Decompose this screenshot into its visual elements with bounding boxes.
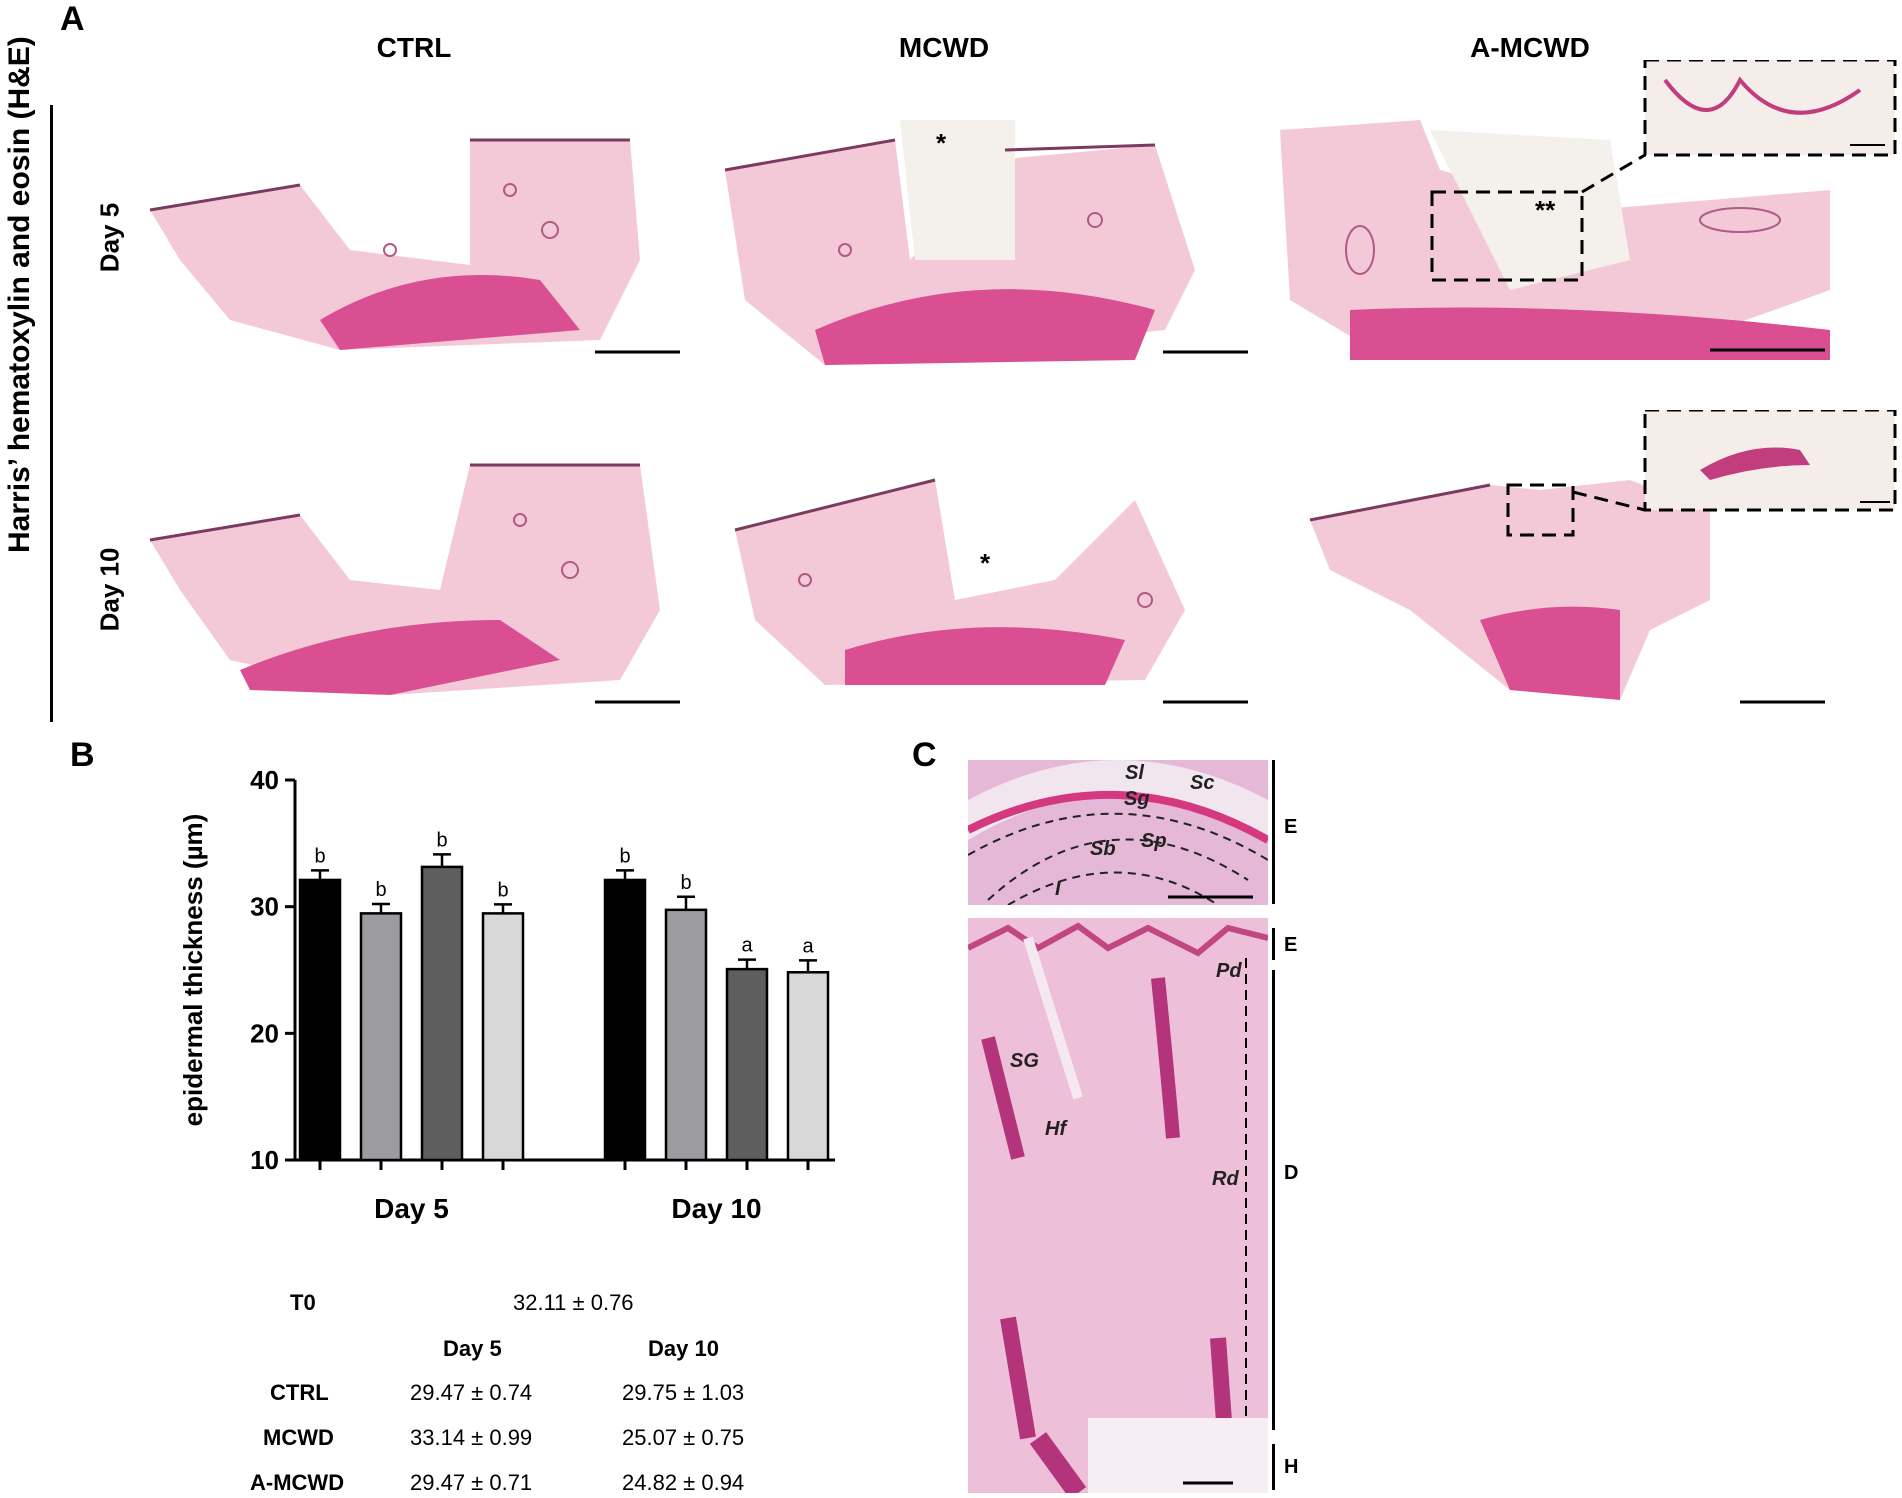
y-tick-label: 20	[250, 1018, 279, 1048]
y-tick-label: 40	[250, 765, 279, 795]
asterisk-amcwd-day5: **	[1535, 195, 1556, 225]
bracket-label-epidermis-top: E	[1284, 816, 1298, 838]
asterisk-mcwd-day10: *	[980, 548, 991, 578]
histology-ctrl-day10	[149, 463, 680, 704]
histology-ctrl-day5	[149, 138, 680, 354]
histology-amcwd-day5	[1280, 60, 1897, 360]
column-header-ctrl: CTRL	[376, 32, 452, 63]
label-interface: I	[1055, 878, 1061, 900]
bar	[603, 878, 647, 1162]
histology-skin-section-detail	[968, 918, 1268, 1493]
table-t0-label: T0	[290, 1290, 316, 1315]
y-tick-label: 30	[250, 892, 279, 922]
table-header-day5: Day 5	[443, 1336, 502, 1361]
table-row-label: MCWD	[263, 1425, 334, 1450]
histology-amcwd-day10	[1309, 410, 1897, 704]
side-divider-line	[50, 105, 53, 722]
histology-epidermis-detail	[968, 760, 1268, 905]
significance-letter: b	[680, 872, 691, 894]
bar	[725, 967, 769, 1162]
label-stratum-lucidum: Sl	[1125, 762, 1144, 784]
table-row-label: A-MCWD	[250, 1470, 345, 1495]
bracket-label-hypodermis: H	[1284, 1456, 1299, 1478]
table-cell: 29.47 ± 0.71	[410, 1470, 533, 1495]
histology-mcwd-day10	[734, 478, 1248, 704]
stain-side-label: Harris’ hematoxylin and eosin (H&E)	[3, 36, 36, 553]
table-cell: 24.82 ± 0.94	[622, 1470, 745, 1495]
table-cell: 25.07 ± 0.75	[622, 1425, 745, 1450]
table-cell: 29.75 ± 1.03	[622, 1380, 745, 1405]
x-category-label: Day 10	[671, 1193, 761, 1224]
table-cell: 29.47 ± 0.74	[410, 1380, 533, 1405]
column-header-amcwd: A-MCWD	[1470, 32, 1590, 63]
bracket-label-dermis: D	[1284, 1162, 1299, 1184]
y-axis-label: epidermal thickness (µm)	[178, 814, 208, 1127]
panel-b-letter: B	[70, 736, 95, 774]
panel-a-letter: A	[60, 0, 85, 38]
table-row-label: CTRL	[270, 1380, 329, 1405]
table-header-day10: Day 10	[648, 1336, 719, 1361]
asterisk-mcwd-day5: *	[936, 128, 947, 158]
bar	[420, 865, 464, 1162]
significance-letter: b	[436, 829, 447, 851]
bracket-hypodermis	[1272, 1444, 1275, 1490]
label-sebaceous-gland: SG	[1010, 1050, 1039, 1072]
significance-letter: a	[802, 935, 814, 957]
significance-letter: b	[375, 879, 386, 901]
significance-letter: b	[619, 845, 630, 867]
x-category-label: Day 5	[374, 1193, 449, 1224]
label-hair-follicle: Hf	[1045, 1118, 1067, 1140]
label-reticular-dermis: Rd	[1212, 1168, 1239, 1190]
label-stratum-basale: Sb	[1090, 838, 1116, 860]
bar	[481, 912, 525, 1162]
table-t0-value: 32.11 ± 0.76	[513, 1290, 634, 1315]
bar	[786, 971, 830, 1162]
row-label-day10: Day 10	[94, 547, 125, 632]
panel-c-letter: C	[912, 736, 937, 774]
label-stratum-granulosum: Sg	[1124, 788, 1150, 810]
bracket-label-epidermis: E	[1284, 934, 1298, 956]
label-papillary-dermis: Pd	[1216, 960, 1242, 982]
y-tick-label: 10	[250, 1145, 279, 1175]
bracket-epidermis-top	[1272, 760, 1275, 904]
bar	[664, 908, 708, 1162]
bar	[359, 912, 403, 1162]
table-cell: 33.14 ± 0.99	[410, 1425, 533, 1450]
column-header-mcwd: MCWD	[898, 32, 990, 63]
bracket-epidermis	[1272, 928, 1275, 960]
row-label-day5: Day 5	[94, 202, 125, 273]
label-stratum-spinosum: Sp	[1141, 830, 1167, 852]
significance-letter: b	[314, 845, 325, 867]
bracket-dermis	[1272, 970, 1275, 1430]
histology-mcwd-day5	[724, 120, 1248, 365]
significance-letter: a	[741, 935, 753, 957]
epidermal-thickness-bar-chart: 10 20 30 40 epidermal thickness (µm) b b b b Day …	[178, 765, 835, 1224]
label-stratum-corneum: Sc	[1190, 772, 1215, 794]
bar	[298, 878, 342, 1162]
significance-letter: b	[497, 879, 508, 901]
